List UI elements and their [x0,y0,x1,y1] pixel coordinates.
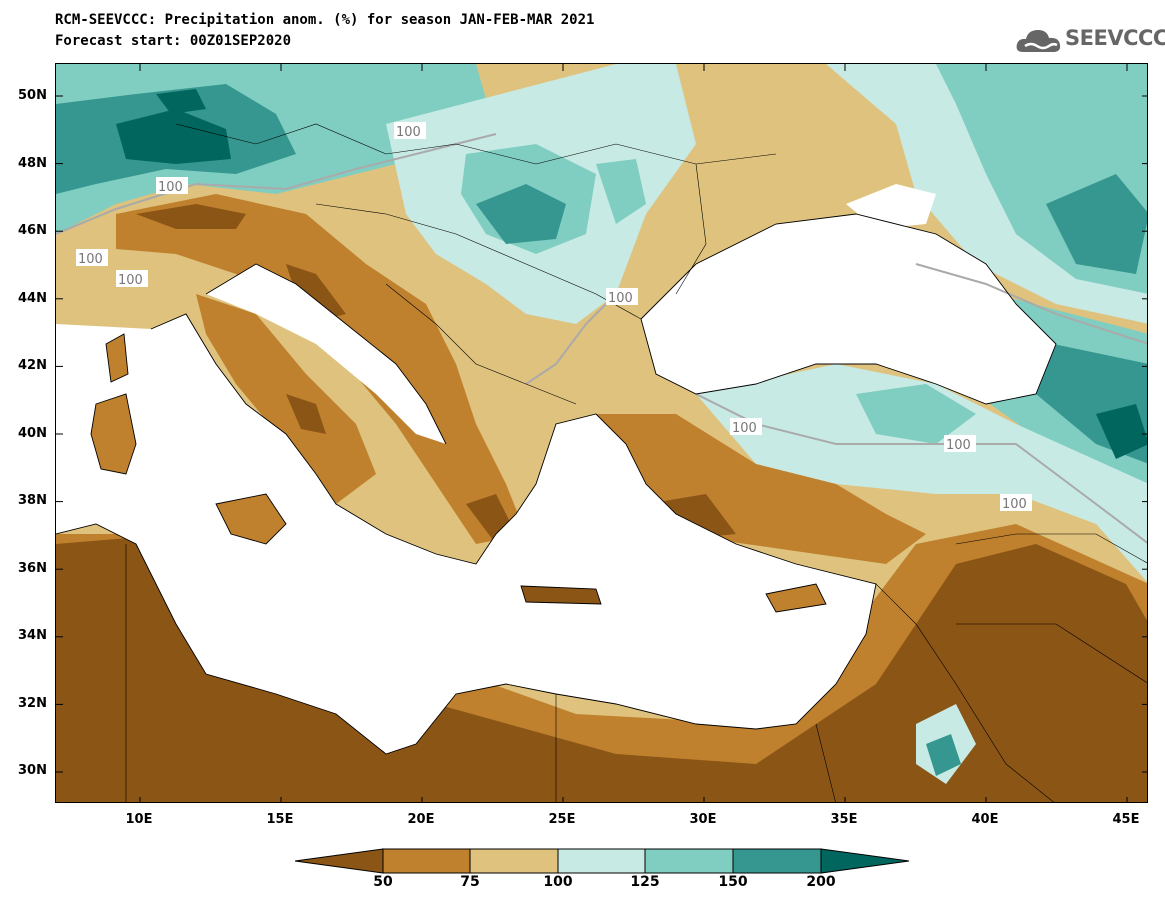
corsica [106,334,128,382]
lat-label: 32N [18,696,47,711]
forecast-start-subtitle: Forecast start: 00Z01SEP2020 [55,33,292,49]
anomaly-zone-nw-wet-max [116,109,231,164]
lon-label: 10E [125,812,153,827]
colorbar-segment-gt200 [820,848,910,874]
colorbar-label: 150 [718,874,748,890]
contour-label: 100 [1002,497,1027,512]
colorbar-label: 50 [373,874,393,890]
colorbar-segment-100-125 [557,848,646,874]
lon-label: 40E [971,812,999,827]
sea-of-azov [846,184,936,229]
sicily [216,494,286,544]
colorbar-label: 100 [543,874,573,890]
anomaly-zone-anatolia-wet [696,364,1147,582]
contour-label: 100 [118,273,143,288]
lat-label: 34N [18,628,47,643]
colorbar-segment-150-200 [732,848,822,874]
colorbar-segment-50-75 [382,848,471,874]
lat-label: 30N [18,763,47,778]
contour-label: 100 [396,125,421,140]
lon-label: 35E [830,812,858,827]
lon-label: 30E [689,812,717,827]
map-title: RCM-SEEVCCC: Precipitation anom. (%) for… [55,12,595,28]
anomaly-zone-ne-wet-strong [1046,174,1147,274]
contour-label: 100 [732,421,757,436]
anomaly-zone-balkan-dry [286,264,346,319]
lat-label: 50N [18,88,47,103]
cloud-logo-icon [1016,30,1061,52]
anomaly-zone-anatolia-wet-mid [856,384,976,444]
anomaly-zone-arabia-wet-max [926,734,961,776]
colorbar [295,848,910,874]
colorbar-segment-125-150 [644,848,734,874]
lat-label: 36N [18,561,47,576]
colorbar-label: 75 [460,874,480,890]
lat-label: 42N [18,358,47,373]
contour-100-line [56,133,497,235]
anomaly-zone-south-dry-strong [56,534,1147,802]
country-borders [125,123,1147,802]
lat-label: 40N [18,426,47,441]
lat-label: 48N [18,156,47,171]
coastlines [56,213,1057,755]
seevccc-logo: SEEVCCC [1015,22,1165,58]
lon-label: 25E [548,812,576,827]
anomaly-zone-caucasus-wet-max [1096,404,1147,459]
anomaly-zone-adriatic-dry [116,194,526,544]
axis-ticks [56,64,1147,802]
contour-100-line [525,293,617,385]
lat-label: 44N [18,291,47,306]
anomaly-zone-carpathian-wet-strong [476,184,566,244]
contour-label: 100 [946,438,971,453]
sardinia [91,394,136,474]
adriatic-sea [206,264,446,444]
lat-label: 46N [18,223,47,238]
mediterranean-sea [56,314,876,754]
black-sea [641,214,1056,404]
crete [521,586,601,604]
colorbar-segment-75-100 [469,848,559,874]
anomaly-zone-ukraine-wet [596,159,646,224]
contour-labels: 100 100 100 100 100 100 100 100 [76,122,1032,512]
anomaly-zone-nw-wet-max2 [156,89,206,114]
contour-label: 100 [158,180,183,195]
anomaly-zone-italy-dry [196,294,376,504]
anomaly-zone-alps-dry-strong [136,204,246,229]
colorbar-label: 125 [630,874,660,890]
colorbar-segment-lt50 [295,848,384,874]
precipitation-anomaly-map: 100 100 100 100 100 100 100 100 [56,64,1147,802]
lat-label: 38N [18,493,47,508]
map-panel: 100 100 100 100 100 100 100 100 [55,63,1148,803]
colorbar-label: 200 [806,874,836,890]
contour-label: 100 [608,291,633,306]
lon-label: 20E [407,812,435,827]
anomaly-zone-italy-dry-strong [286,394,326,434]
lon-label: 15E [266,812,294,827]
anomaly-zone-anatolia-dry-strong [646,494,736,539]
contour-label: 100 [78,252,103,267]
lon-label: 45E [1112,812,1140,827]
logo-text: SEEVCCC [1065,26,1165,50]
contour-100-line [915,263,1147,345]
